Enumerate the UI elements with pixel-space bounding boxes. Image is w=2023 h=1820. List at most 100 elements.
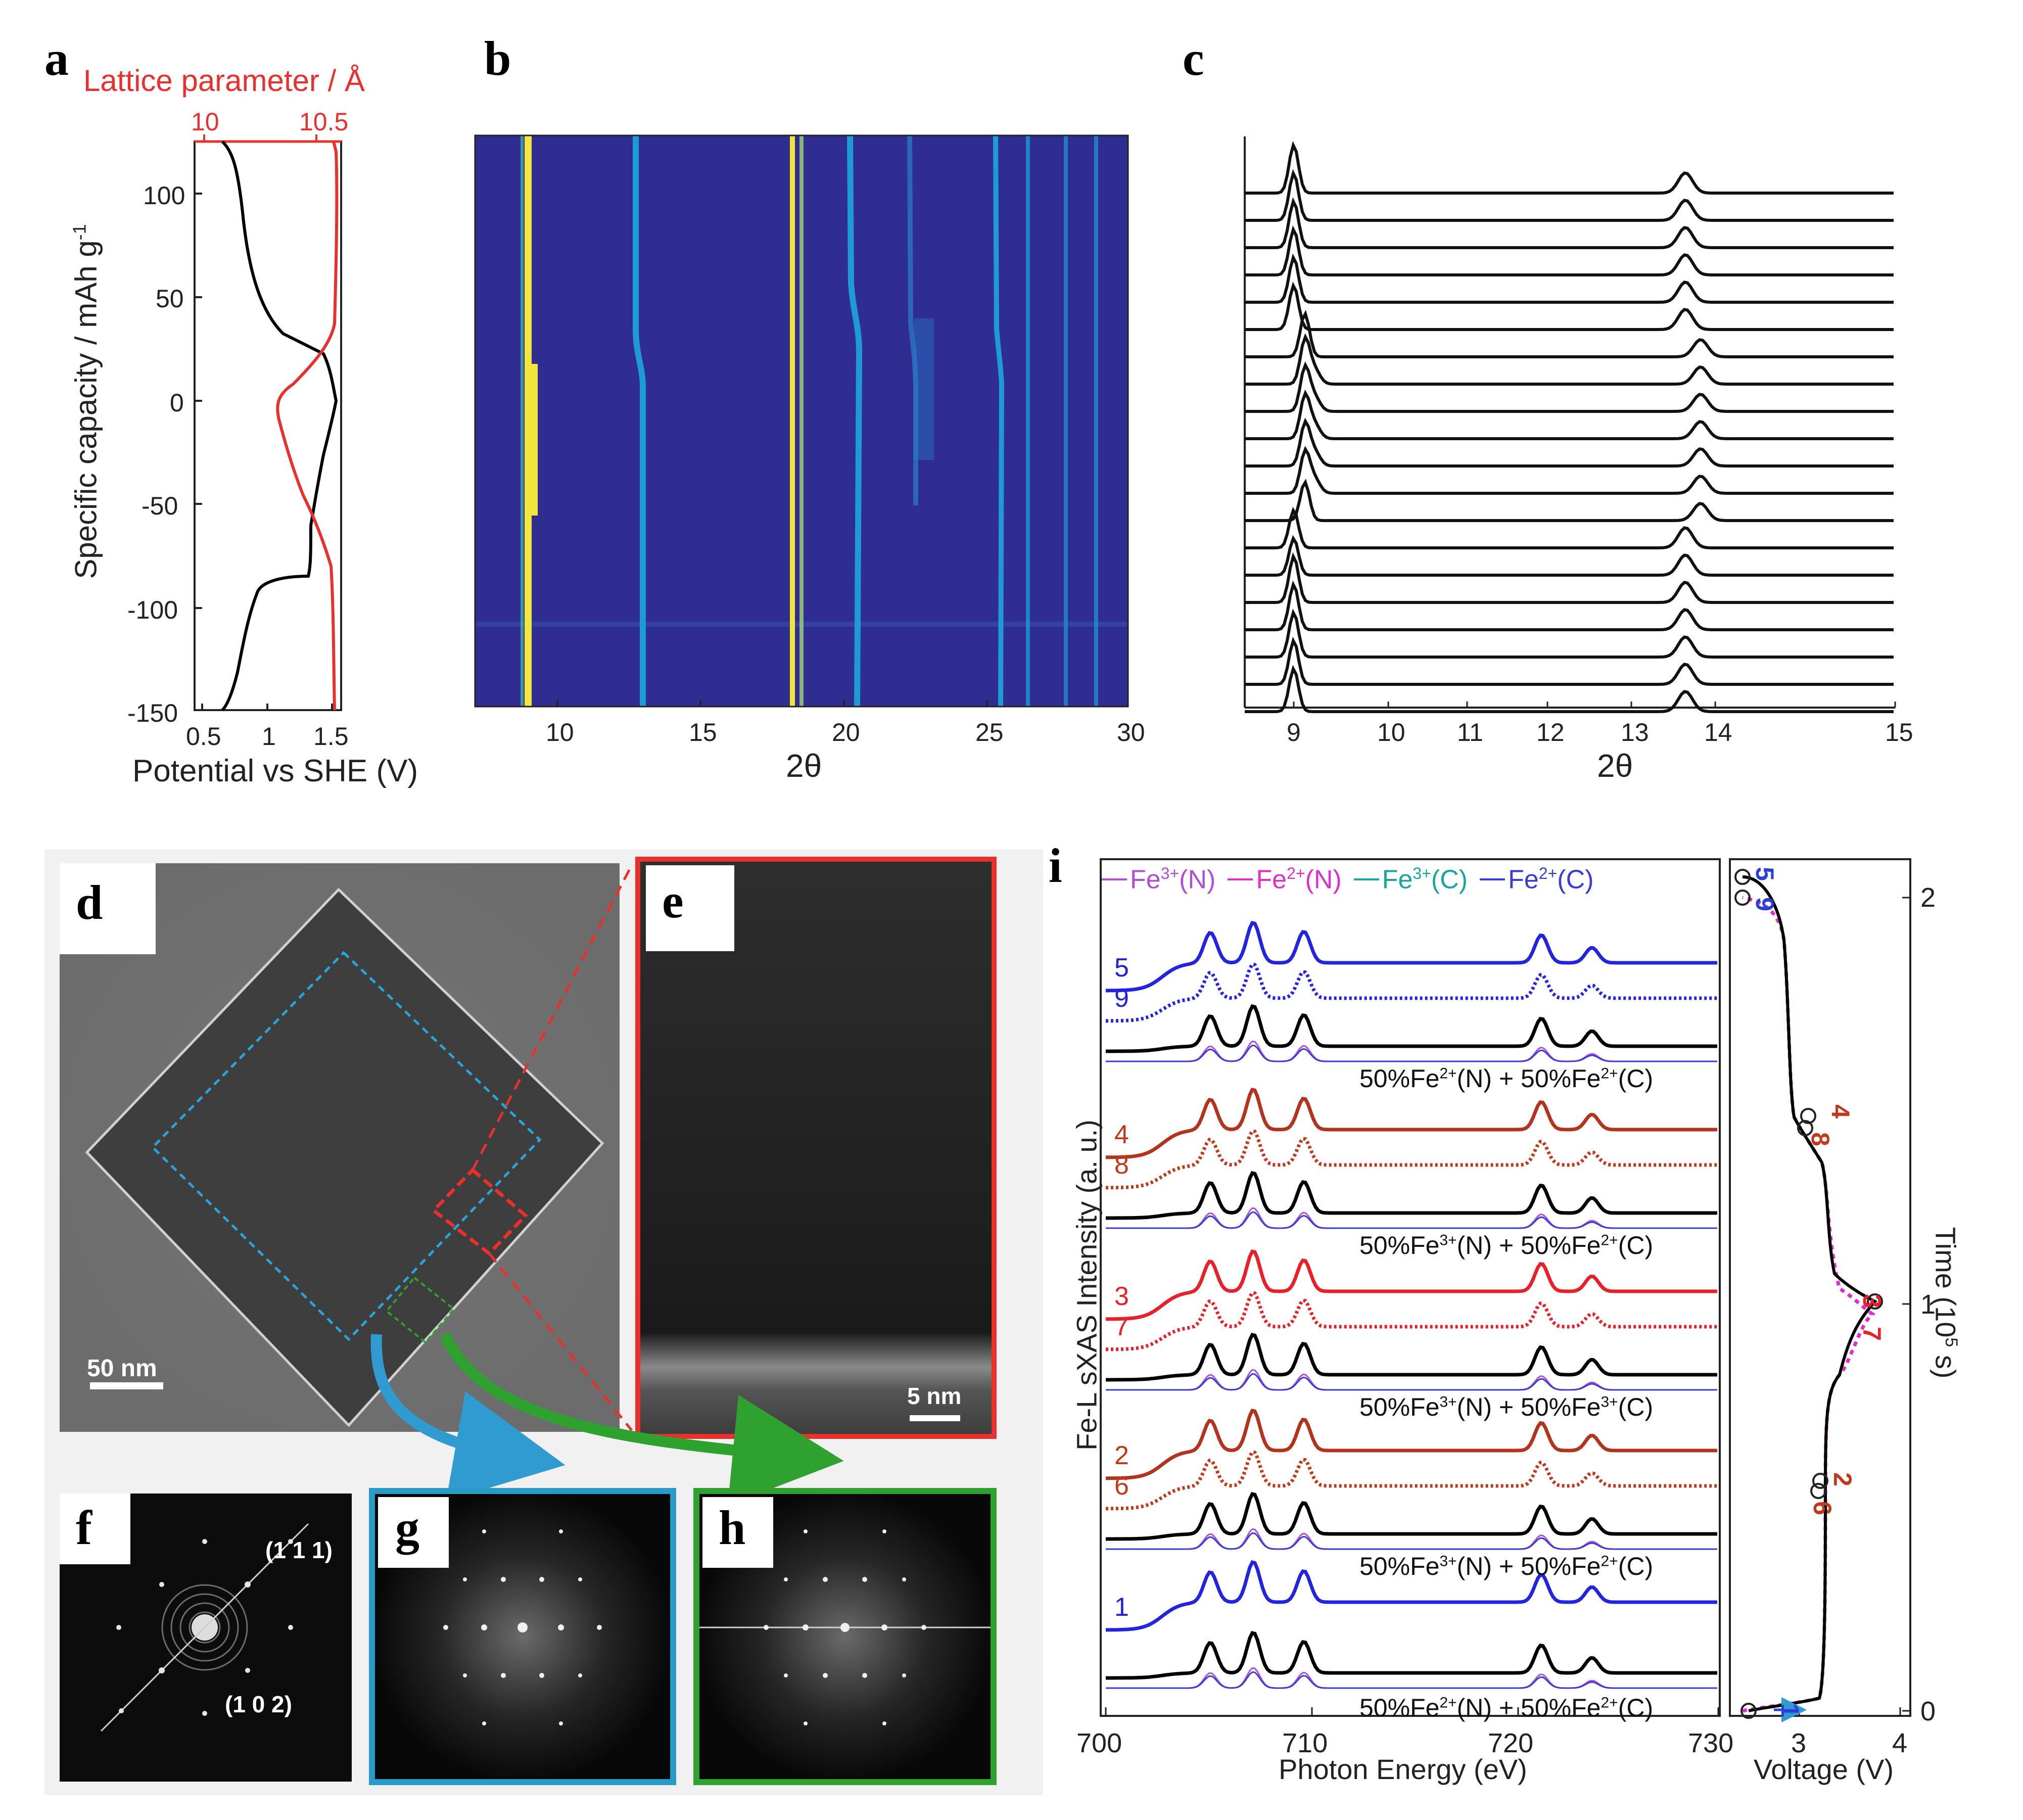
panel-g-letter: g xyxy=(395,1501,419,1555)
voltage-point-label: 6 xyxy=(1808,1501,1837,1515)
panel-a-plot xyxy=(194,134,342,712)
voltage-point-label: 3 xyxy=(1857,1294,1886,1308)
panel-i-right-xtick: 3 xyxy=(1791,1728,1807,1758)
panel-b-peak-13 xyxy=(633,135,646,707)
panel-c-trace xyxy=(1245,389,1894,440)
panel-i-trace xyxy=(1106,1450,1717,1511)
panel-i-trace xyxy=(1106,1249,1717,1321)
legend-label: Fe3+(N) xyxy=(1130,864,1216,895)
legend-label: Fe3+(C) xyxy=(1382,864,1468,895)
panel-c-trace xyxy=(1245,417,1894,468)
legend-item: Fe2+(C) xyxy=(1480,864,1593,895)
panel-c-trace xyxy=(1245,333,1894,386)
panel-a-ytick: 50 xyxy=(156,285,184,313)
panel-a-letter: a xyxy=(44,31,69,85)
panel-h-letter: h xyxy=(719,1501,746,1555)
panel-c-xtick: 11 xyxy=(1457,718,1483,746)
panel-c-xtick: 9 xyxy=(1287,718,1301,746)
panel-i-right-xlabel: Voltage (V) xyxy=(1754,1753,1894,1785)
panel-i-trace xyxy=(1106,1044,1717,1062)
voltage-point-label: 1 xyxy=(1775,1703,1804,1717)
panel-i-trace xyxy=(1106,1671,1717,1689)
spectrum-fit-label: 50%Fe3+(N) + 50%Fe2+(C) xyxy=(1359,1552,1654,1580)
panel-b-xlabel: 2θ xyxy=(786,748,822,784)
panel-g-fft xyxy=(369,1488,676,1785)
spectrum-label: 4 xyxy=(1114,1120,1129,1149)
panel-i-right-ytick: 1 xyxy=(1920,1289,1936,1320)
panel-h-fft xyxy=(693,1488,997,1785)
panel-a-ytick: -50 xyxy=(142,492,178,520)
panel-e-scalebar xyxy=(910,1415,960,1421)
voltage-point-label: 9 xyxy=(1750,897,1779,911)
panel-c-waterfall xyxy=(1244,136,1896,713)
panel-i-right-ytick: 0 xyxy=(1920,1696,1936,1726)
legend-item: Fe2+(N) xyxy=(1228,864,1342,895)
panel-c-xlabel: 2θ xyxy=(1597,748,1633,784)
panel-i-xtick: 700 xyxy=(1076,1728,1122,1758)
panel-c-trace xyxy=(1245,535,1894,577)
panel-f-spots xyxy=(116,1539,293,1716)
panel-i-right-xtick: 4 xyxy=(1892,1728,1908,1758)
panel-i-trace xyxy=(1106,1408,1717,1480)
panel-c-trace xyxy=(1245,552,1894,604)
panel-d-blue-box xyxy=(151,951,542,1341)
panel-a-potential-curve xyxy=(221,140,338,712)
panel-c-xtick: 14 xyxy=(1704,718,1732,746)
panel-a-frame xyxy=(194,141,342,711)
panel-c-trace xyxy=(1245,636,1894,686)
panel-f-letter: f xyxy=(76,1501,92,1555)
panel-a-top-tick: 10 xyxy=(191,108,219,136)
panel-a-ytick: -150 xyxy=(127,699,178,727)
panel-c-trace xyxy=(1245,446,1894,495)
panel-c-trace xyxy=(1245,361,1894,413)
panel-c-trace xyxy=(1245,253,1894,304)
legend-swatch xyxy=(1480,878,1506,880)
legend-item: Fe3+(C) xyxy=(1353,864,1468,895)
panel-a-xtick: 1 xyxy=(262,722,276,751)
panel-i-trace xyxy=(1106,1171,1717,1220)
panel-a-ytick: 100 xyxy=(143,181,185,210)
panel-c-trace xyxy=(1245,197,1894,249)
spectrum-label: 5 xyxy=(1114,953,1129,983)
spectrum-label: 9 xyxy=(1114,984,1129,1013)
panel-b-heatmap xyxy=(474,134,1129,708)
legend-swatch xyxy=(1102,878,1127,880)
panel-d-green-box xyxy=(385,1276,455,1344)
panel-a-ytick: -100 xyxy=(127,596,178,624)
panel-i-trace xyxy=(1106,1087,1717,1159)
panel-a-xtick: 1.5 xyxy=(313,722,349,751)
panel-i-ylabel: Fe-L sXAS Intensity (a. u.) xyxy=(1070,1119,1103,1451)
panel-c-trace xyxy=(1245,665,1894,713)
panel-e-hrtem xyxy=(635,857,997,1439)
panel-i-xtick: 730 xyxy=(1688,1728,1734,1758)
panel-c-trace xyxy=(1245,310,1894,358)
spectrum-fit-label: 50%Fe3+(N) + 50%Fe3+(C) xyxy=(1359,1393,1654,1421)
panel-i-xlabel: Photon Energy (eV) xyxy=(1279,1753,1527,1785)
panel-i-trace xyxy=(1106,1491,1717,1541)
spectrum-label: 3 xyxy=(1114,1282,1129,1311)
panel-i-trace xyxy=(1106,1532,1717,1550)
panel-b-xticks xyxy=(556,700,1129,707)
spectrum-label: 8 xyxy=(1114,1150,1129,1180)
panel-c-trace xyxy=(1245,479,1894,522)
panel-a-ytick: 0 xyxy=(170,389,184,417)
panel-d-scalebar xyxy=(90,1382,163,1389)
voltage-point-label: 8 xyxy=(1806,1132,1834,1146)
panel-i-right-ylabel: Time (105 s) xyxy=(1930,1177,1962,1429)
panel-b-xtick: 25 xyxy=(975,718,1004,746)
panel-c-trace xyxy=(1245,225,1894,276)
panel-i-trace xyxy=(1106,920,1717,993)
panel-e-scalebar-label: 5 nm xyxy=(907,1383,962,1409)
panel-d-letter: d xyxy=(76,875,103,929)
spectrum-label: 1 xyxy=(1114,1593,1129,1622)
panel-e-image xyxy=(635,857,997,1439)
panel-c-xtick: 15 xyxy=(1885,718,1913,746)
panel-i-frame xyxy=(1100,858,1721,1717)
arrow-to-g xyxy=(370,1334,566,1501)
panel-c-trace xyxy=(1245,141,1894,195)
panel-a-xlabel: Potential vs SHE (V) xyxy=(132,754,418,788)
panel-i-trace xyxy=(1106,1560,1717,1632)
panel-i-time-plot xyxy=(1729,858,1911,1722)
panel-i-trace xyxy=(1106,1290,1717,1351)
panel-i-trace xyxy=(1106,1332,1717,1382)
